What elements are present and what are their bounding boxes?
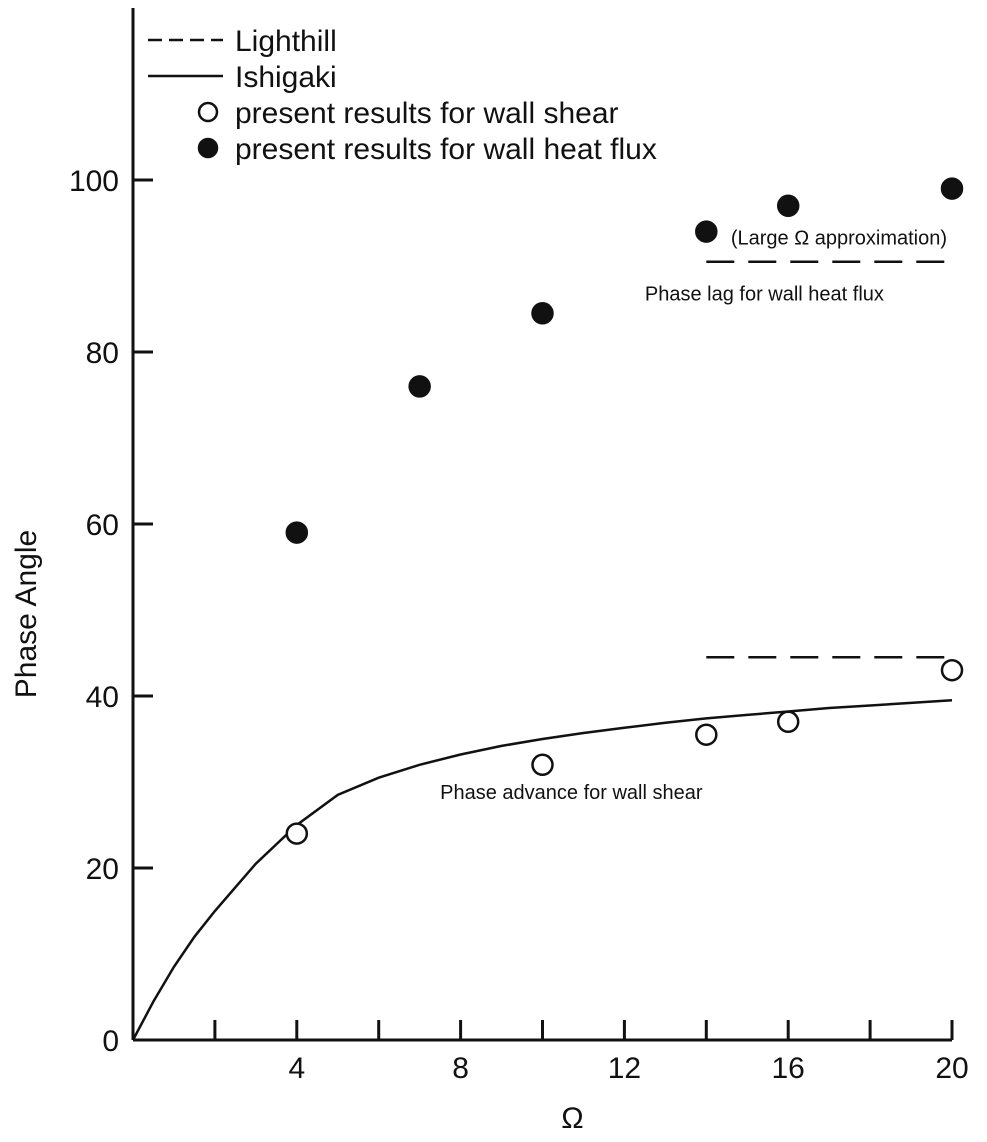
shear-point [285, 822, 309, 845]
x-tick-label: 12 [608, 1052, 641, 1085]
shear-point [531, 753, 554, 777]
x-tick-label: 4 [288, 1052, 305, 1085]
heat-flux-point [940, 177, 964, 200]
annotation-shear-advance: Phase advance for wall shear [440, 782, 703, 804]
points [285, 177, 964, 845]
y-axis-title: Phase Angle [10, 530, 43, 698]
legend-swatch-open-circle [197, 101, 219, 123]
heat-flux-point [776, 194, 800, 218]
y-tick-label: 20 [86, 853, 119, 886]
x-tick-label: 8 [452, 1052, 469, 1085]
y-tick-label: 100 [69, 165, 119, 198]
legend-label: present results for wall heat flux [235, 133, 657, 166]
annotation-large-omega: (Large Ω approximation) [731, 228, 947, 250]
annotation-heat-flux-lag: Phase lag for wall heat flux [645, 283, 884, 305]
series-line-ishigaki [131, 699, 953, 1041]
heat-flux-point [531, 302, 554, 325]
legend-label: Ishigaki [235, 61, 337, 94]
y-tick-label: 60 [86, 509, 119, 542]
legend-label: present results for wall shear [235, 97, 619, 130]
x-tick-label: 20 [935, 1052, 968, 1085]
legend-label: Lighthill [235, 25, 337, 58]
shear-point [776, 710, 800, 734]
shear-point [940, 658, 964, 682]
y-tick-label: 80 [86, 337, 119, 370]
shear-point [695, 723, 718, 746]
y-tick-label: 0 [102, 1025, 119, 1058]
x-axis-title: Ω [561, 1102, 583, 1135]
heat-flux-point [285, 521, 309, 544]
axes: 4 8 12 16 20 0 20 40 60 80 100 [69, 8, 969, 1085]
legend-swatch-filled-circle [197, 137, 219, 159]
y-tick-label: 40 [86, 681, 119, 714]
lines [131, 260, 953, 1041]
heat-flux-point [408, 375, 431, 398]
heat-flux-point [695, 220, 718, 243]
annotations: (Large Ω approximation) Phase lag for wa… [440, 228, 947, 805]
x-tick-label: 16 [772, 1052, 805, 1085]
